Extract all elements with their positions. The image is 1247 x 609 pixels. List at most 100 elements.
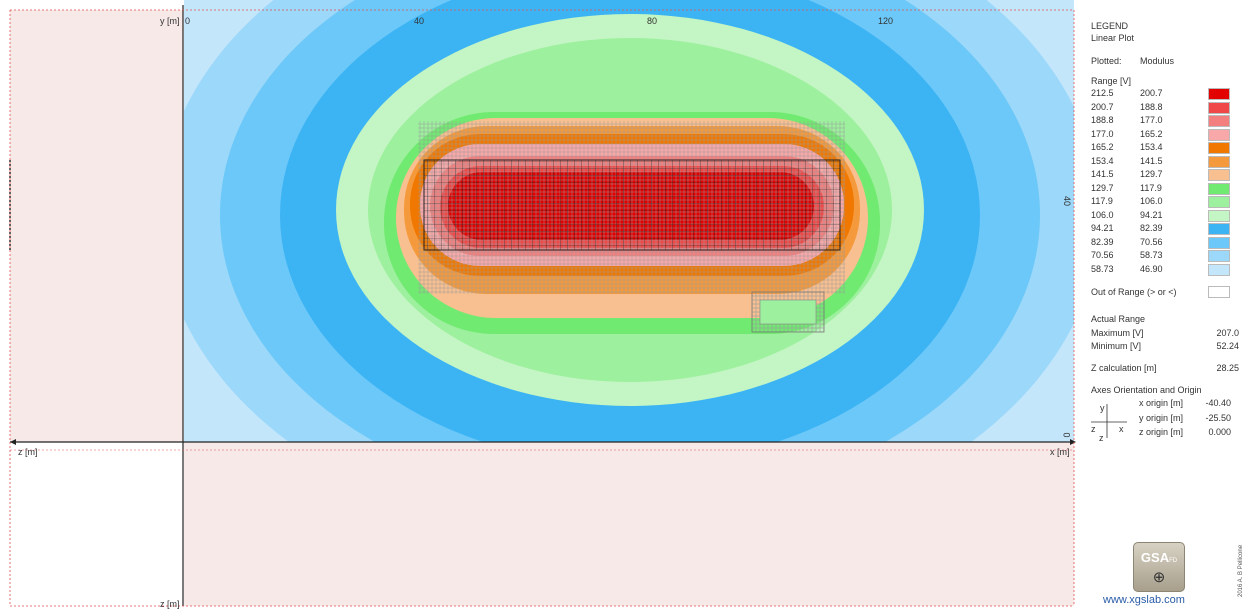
range-swatch <box>1208 263 1230 276</box>
z-origin-row: z origin [m] 0.000 <box>1139 427 1231 439</box>
plotted-label: Plotted: <box>1091 56 1122 66</box>
range-from: 153.4 <box>1091 155 1114 166</box>
right-tick-40: 40 <box>1062 195 1073 207</box>
range-swatch <box>1208 250 1230 262</box>
front-view-area <box>184 442 1074 606</box>
range-swatch <box>1208 209 1230 222</box>
range-row: 82.39 70.56 <box>1091 236 1239 249</box>
range-row: 153.4 141.5 <box>1091 155 1239 168</box>
range-swatch <box>1208 128 1230 141</box>
grounding-grid <box>418 121 845 333</box>
right-tick-0: 0 <box>1061 432 1072 438</box>
z-origin-label: z origin [m] <box>1139 427 1184 437</box>
axis-z-letter: z <box>1091 424 1096 434</box>
range-from: 70.56 <box>1091 250 1114 260</box>
range-row: 117.9 106.0 <box>1091 196 1239 208</box>
range-row: 70.56 58.73 <box>1091 250 1239 262</box>
xgslab-logo: GSAFD ⊕ <box>1133 542 1185 592</box>
range-row: 188.8 177.0 <box>1091 115 1239 127</box>
side-view-area <box>10 10 183 442</box>
range-to: 46.90 <box>1140 263 1163 274</box>
range-row: 129.7 117.9 <box>1091 182 1239 195</box>
range-swatch <box>1208 101 1230 114</box>
x-origin-label: x origin [m] <box>1139 398 1184 408</box>
axes-title: Axes Orientation and Origin <box>1091 385 1202 395</box>
legend-subtitle: Linear Plot <box>1091 33 1135 43</box>
x-origin-row: x origin [m] -40.40 <box>1139 398 1231 410</box>
corner-area <box>10 442 183 606</box>
range-to: 141.5 <box>1140 155 1163 166</box>
range-to: 94.21 <box>1140 209 1163 220</box>
range-from: 94.21 <box>1091 223 1114 233</box>
logo-text: GSAFD <box>1140 550 1178 565</box>
axis-x-letter: x <box>1119 424 1124 434</box>
legend-panel: LEGEND Linear Plot Plotted: Modulus Rang… <box>1083 0 1247 609</box>
range-to: 58.73 <box>1140 250 1163 260</box>
range-swatch <box>1208 142 1230 154</box>
y-origin-value: -25.50 <box>1205 413 1231 423</box>
range-row: 177.0 165.2 <box>1091 128 1239 141</box>
range-to: 165.2 <box>1140 128 1163 139</box>
range-swatch <box>1208 182 1230 195</box>
axis-z2-letter: z <box>1099 433 1104 443</box>
y-axis-label: y [m] <box>160 16 180 26</box>
range-swatch <box>1208 223 1230 235</box>
z-axis-label-bottom: z [m] <box>160 599 180 609</box>
range-from: 177.0 <box>1091 128 1114 139</box>
plotted-value: Modulus <box>1140 56 1175 66</box>
out-of-range-swatch <box>1208 286 1230 298</box>
z-axis-label-left: z [m] <box>18 447 38 457</box>
range-header: Range [V] <box>1091 76 1132 86</box>
range-from: 212.5 <box>1091 88 1114 98</box>
z-origin-value: 0.000 <box>1208 427 1231 437</box>
range-to: 177.0 <box>1140 115 1163 125</box>
range-swatch <box>1208 88 1230 100</box>
range-from: 200.7 <box>1091 101 1114 112</box>
plot-frame <box>9 5 1076 607</box>
range-row: 94.21 82.39 <box>1091 223 1239 235</box>
zcalc-row: Z calculation [m] 28.25 <box>1091 363 1239 375</box>
range-swatch <box>1208 169 1230 181</box>
range-from: 106.0 <box>1091 209 1114 220</box>
range-from: 82.39 <box>1091 236 1114 247</box>
range-to: 117.9 <box>1140 182 1162 193</box>
x-origin-value: -40.40 <box>1205 398 1231 408</box>
range-swatch <box>1208 115 1230 127</box>
axis-y-letter: y <box>1100 403 1105 413</box>
maximum-row: Maximum [V] 207.0 <box>1091 328 1239 340</box>
minimum-row: Minimum [V] 52.24 <box>1091 341 1239 353</box>
maximum-value: 207.0 <box>1216 328 1239 338</box>
range-row: 58.73 46.90 <box>1091 263 1239 276</box>
y-origin-tick: 0 <box>185 16 191 26</box>
x-tick-80: 80 <box>647 16 658 26</box>
minimum-label: Minimum [V] <box>1091 341 1142 351</box>
range-row: 141.5 129.7 <box>1091 169 1239 181</box>
range-to: 188.8 <box>1140 101 1163 112</box>
range-from: 188.8 <box>1091 115 1114 125</box>
range-swatch <box>1208 236 1230 249</box>
range-row: 212.5 200.7 <box>1091 88 1239 100</box>
range-to: 70.56 <box>1140 236 1163 247</box>
legend-title: LEGEND <box>1091 21 1129 31</box>
range-from: 129.7 <box>1091 182 1114 193</box>
globe-icon: ⊕ <box>1152 569 1166 586</box>
range-to: 129.7 <box>1140 169 1163 179</box>
x-axis-label: x [m] <box>1050 447 1070 457</box>
range-to: 82.39 <box>1140 223 1163 233</box>
maximum-label: Maximum [V] <box>1091 328 1144 338</box>
copyright-note: 2016 A. B Pellicone <box>1238 544 1244 597</box>
range-swatch <box>1208 155 1230 168</box>
range-to: 106.0 <box>1140 196 1163 206</box>
zcalc-label: Z calculation [m] <box>1091 363 1157 373</box>
range-from: 58.73 <box>1091 263 1114 274</box>
out-of-range-label: Out of Range (> or <) <box>1091 287 1177 297</box>
y-origin-label: y origin [m] <box>1139 413 1184 423</box>
y-origin-row: y origin [m] -25.50 <box>1139 413 1231 425</box>
range-from: 141.5 <box>1091 169 1114 179</box>
axes-orientation-icon <box>1091 404 1127 438</box>
range-row: 165.2 153.4 <box>1091 142 1239 154</box>
x-tick-120: 120 <box>878 16 894 26</box>
potential-plot[interactable] <box>0 0 1083 609</box>
range-row: 200.7 188.8 <box>1091 101 1239 114</box>
website-link[interactable]: www.xgslab.com <box>1103 594 1185 606</box>
